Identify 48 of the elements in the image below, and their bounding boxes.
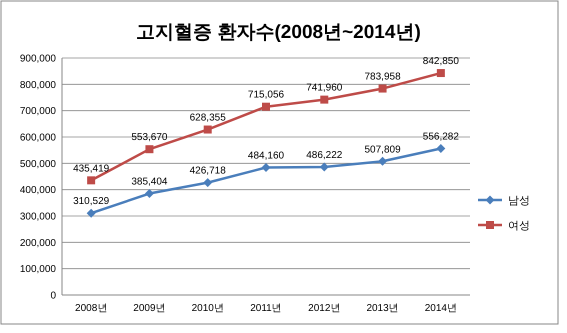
x-tick-label: 2009년 [133,303,166,314]
point [378,156,388,166]
data-label: 426,718 [190,166,226,177]
point [436,144,446,154]
point [86,208,96,218]
data-label: 553,670 [131,132,168,144]
y-tick-label: 900,000 [20,54,56,64]
point [320,96,328,104]
point [262,163,270,172]
data-label: 435,419 [73,163,110,174]
data-label: 628,355 [190,112,226,124]
data-label: 310,529 [73,196,110,208]
point [204,126,212,134]
y-tick-label: 0 [50,290,56,302]
point [262,102,270,111]
data-label: 385,404 [131,176,168,188]
legend-label: 여성 [508,220,530,232]
x-tick-label: 2011년 [250,303,282,314]
data-label: 484,160 [248,150,285,162]
x-tick-label: 2010년 [192,303,224,314]
legend-label: 남성 [508,194,530,207]
point [320,162,329,172]
point [378,84,387,93]
y-tick-label: 300,000 [20,212,56,222]
x-tick-label: 2008년 [75,303,108,314]
y-tick-label: 500,000 [20,158,56,170]
data-label: 741,960 [306,82,343,94]
data-label: 486,222 [306,150,343,161]
x-tick-label: 2013년 [366,303,399,314]
y-tick-label: 800,000 [20,80,56,91]
x-tick-label: 2012년 [308,303,340,314]
point [203,178,212,188]
x-tick-label: 2014년 [424,303,457,314]
data-label: 556,282 [422,132,460,143]
y-tick-label: 100,000 [20,264,56,276]
point [144,189,154,198]
point [87,176,96,184]
y-tick-label: 600,000 [20,132,56,144]
y-tick-label: 400,000 [20,185,56,196]
point [145,145,154,154]
y-tick-label: 700,000 [20,106,56,118]
chart-title: 고지혈증 환자수(2008년~2014년) [136,22,421,43]
data-label: 842,850 [422,56,460,68]
data-label: 783,958 [364,72,402,83]
point [436,69,445,78]
data-label: 507,809 [364,144,402,156]
y-tick-label: 200,000 [20,238,56,249]
data-label: 715,056 [248,90,285,101]
